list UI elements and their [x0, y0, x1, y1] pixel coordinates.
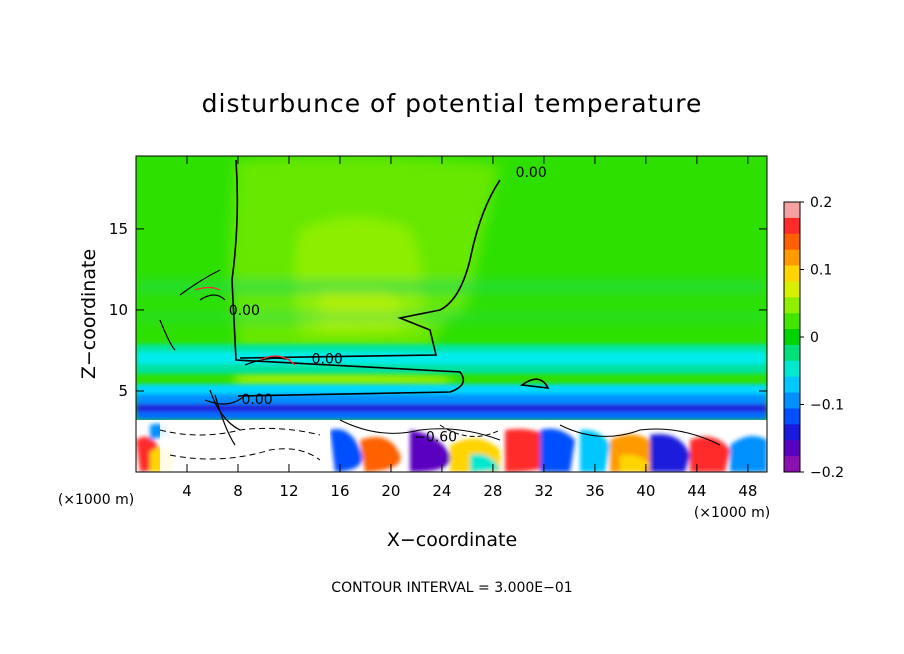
colorbar-swatch — [784, 408, 800, 425]
x-tick-label: 32 — [534, 482, 553, 500]
colorbar — [783, 201, 801, 473]
contour-label: 0.00 — [242, 392, 273, 408]
plot-frame — [135, 155, 768, 473]
colorbar-tick-label: 0 — [810, 330, 819, 346]
chart-title: disturbunce of potential temperature — [202, 89, 703, 118]
contour-label: −0.60 — [414, 429, 457, 445]
colorbar-swatch — [784, 344, 800, 362]
x-unit-right: (×1000 m) — [694, 505, 770, 521]
contour-label: 0.00 — [516, 165, 547, 181]
colorbar-tick-label: 0.1 — [810, 263, 832, 279]
colorbar-swatch — [784, 360, 800, 378]
x-axis-ticks: 4 8 12 16 20 24 28 32 36 40 44 48 — [182, 156, 757, 500]
x-tick-label: 8 — [233, 482, 243, 500]
colorbar-swatch — [784, 281, 800, 298]
contour-interval-note: CONTOUR INTERVAL = 3.000E−01 — [331, 580, 572, 596]
colorbar-swatch — [784, 233, 800, 251]
colorbar-swatch — [784, 424, 800, 441]
x-tick-label: 20 — [381, 482, 400, 500]
colorbar-swatch — [784, 456, 800, 473]
colorbar-swatch — [784, 265, 800, 282]
x-tick-label: 16 — [330, 482, 349, 500]
x-tick-label: 44 — [687, 482, 706, 500]
y-axis-ticks: 5 10 15 — [109, 220, 767, 400]
colorbar-tick-label: 0.2 — [810, 195, 832, 211]
colorbar-swatch — [784, 376, 800, 394]
contour-label: 0.00 — [229, 303, 260, 319]
x-tick-label: 4 — [182, 482, 192, 500]
y-tick-label: 5 — [118, 382, 128, 400]
y-axis-label: Z−coordinate — [78, 249, 100, 379]
colorbar-swatch — [784, 440, 800, 457]
x-tick-label: 48 — [738, 482, 757, 500]
contour-labels: 0.00 0.00 0.00 0.00 −0.60 — [229, 165, 547, 445]
y-tick-label: 15 — [109, 220, 128, 238]
colorbar-tick-label: −0.2 — [810, 465, 844, 481]
colorbar-tick-label: −0.1 — [810, 398, 844, 414]
x-tick-label: 28 — [483, 482, 502, 500]
x-tick-label: 24 — [432, 482, 451, 500]
x-axis-label: X−coordinate — [387, 529, 517, 551]
colorbar-swatch — [784, 297, 800, 314]
x-tick-label: 36 — [585, 482, 604, 500]
colorbar-swatch — [784, 202, 800, 219]
colorbar-ticks: 0.2 0.1 0 −0.1 −0.2 — [800, 195, 844, 481]
colorbar-swatch — [784, 313, 800, 330]
colorbar-swatch — [784, 249, 800, 267]
colorbar-swatch — [784, 329, 800, 346]
contour-label: 0.00 — [312, 352, 343, 368]
x-tick-label: 40 — [636, 482, 655, 500]
x-tick-label: 12 — [279, 482, 298, 500]
colorbar-swatch — [784, 217, 800, 235]
colorbar-swatch — [784, 392, 800, 409]
x-unit-left: (×1000 m) — [58, 492, 134, 508]
y-tick-label: 10 — [109, 301, 128, 319]
field-heatmap — [136, 156, 767, 472]
